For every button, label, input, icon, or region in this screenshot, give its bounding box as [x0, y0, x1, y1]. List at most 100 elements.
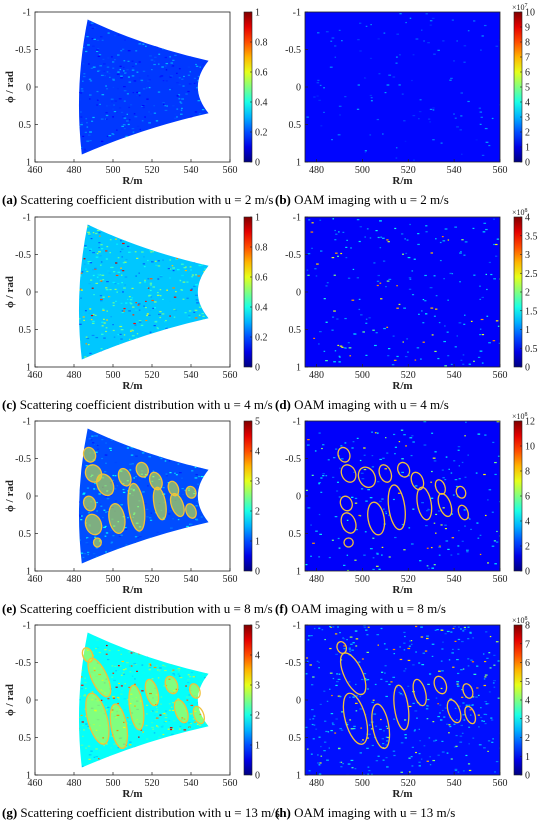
x-axis-label: R/m [122, 788, 142, 800]
colorbar-tick-label: 0 [525, 158, 530, 169]
x-axis-label: R/m [122, 175, 142, 187]
heatmap-background [305, 625, 500, 775]
colorbar [243, 11, 253, 163]
y-axis-label: ϕ / rad [4, 480, 16, 512]
colorbar-tick-label: 1 [255, 213, 260, 224]
colorbar-tick-label: 4 [525, 98, 530, 109]
colorbar-tick-label: 4 [255, 651, 260, 662]
annotation-ellipse-8 [135, 461, 149, 478]
colorbar-tick-label: 0.4 [255, 303, 268, 314]
annotation-ellipse-5 [108, 503, 126, 534]
colorbar-tick-label: 0.5 [525, 344, 538, 355]
annotation-ellipse-10 [152, 486, 167, 521]
colorbar-tick-label: 2 [525, 128, 530, 139]
x-tick-label: 540 [184, 165, 199, 176]
colorbar-tick-label: 7 [525, 639, 530, 650]
colorbar-tick-label: 2 [525, 733, 530, 744]
colorbar-tick-label: 7 [525, 53, 530, 64]
annotation-ellipse-3 [82, 495, 97, 512]
x-tick-label: 540 [184, 574, 199, 585]
x-tick-label: 460 [28, 778, 43, 789]
annotation-ellipse-14 [185, 503, 197, 519]
colorbar-tick-label: 5 [255, 417, 260, 428]
y-tick-label: 0.5 [289, 120, 302, 131]
x-axis-label: R/m [122, 380, 142, 392]
annotation-ellipse-4 [393, 684, 410, 731]
x-tick-label: 560 [223, 574, 238, 585]
colorbar [243, 216, 253, 368]
x-tick-label: 520 [401, 778, 416, 789]
y-tick-label: 1 [296, 771, 301, 782]
x-tick-label: 520 [145, 370, 160, 381]
colorbar-tick-label: 5 [525, 677, 530, 688]
x-tick-label: 480 [67, 370, 82, 381]
y-tick-label: 1 [296, 363, 301, 374]
heatmap-background [305, 12, 500, 162]
y-tick-label: 0 [296, 696, 301, 707]
y-tick-label: -0.5 [15, 658, 31, 669]
colorbar-tick-label: 6 [525, 68, 530, 79]
annotation-ellipse-3 [109, 703, 129, 750]
x-tick-label: 520 [145, 165, 160, 176]
colorbar-tick-label: 2 [525, 542, 530, 553]
x-tick-label: 500 [355, 165, 370, 176]
colorbar-tick-label: 0.8 [255, 243, 268, 254]
heatmap-background [305, 217, 500, 367]
x-tick-label: 500 [106, 778, 121, 789]
colorbar-tick-label: 2.5 [525, 269, 538, 280]
x-tick-label: 540 [447, 165, 462, 176]
heatmap-field [305, 625, 500, 775]
panel-caption: (d) OAM imaging with u = 4 m/s [275, 397, 449, 412]
y-tick-label: 1 [296, 567, 301, 578]
annotation-ellipse-0 [337, 446, 351, 463]
x-tick-label: 500 [106, 574, 121, 585]
colorbar-exponent: ×108 [512, 616, 528, 625]
colorbar-tick-label: 1 [255, 8, 260, 19]
annotation-ellipse-12 [437, 492, 453, 518]
heatmap-field [78, 224, 209, 360]
x-tick-label: 520 [145, 778, 160, 789]
annotation-ellipse-3 [339, 495, 353, 512]
heatmap-field [78, 19, 209, 155]
colorbar-tick-label: 3 [255, 477, 260, 488]
annotation-ellipse-9 [192, 705, 205, 725]
annotation-ellipse-2 [96, 473, 115, 497]
y-tick-label: 1 [26, 158, 31, 169]
x-tick-label: 480 [67, 574, 82, 585]
colorbar-exponent: ×108 [512, 412, 528, 421]
panel-g: 460 480 500 520 540 560 -1 -0.5 0 0.5 1 R/m ϕ / rad 0… [2, 621, 280, 821]
colorbar-tick-label: 2 [255, 711, 260, 722]
colorbar-tick-label: 1 [255, 537, 260, 548]
colorbar-tick-label: 4 [525, 213, 530, 224]
colorbar-tick-label: 0 [255, 567, 260, 578]
colorbar-tick-label: 0 [255, 363, 260, 374]
x-tick-label: 540 [184, 370, 199, 381]
y-tick-label: -0.5 [15, 45, 31, 56]
panel-caption: (e) Scattering coefficient distribution … [2, 601, 273, 616]
colorbar-tick-label: 2 [255, 507, 260, 518]
annotation-ellipse-4 [84, 513, 103, 536]
y-tick-label: 0 [296, 492, 301, 503]
y-tick-label: 1 [26, 771, 31, 782]
heatmap-background [78, 19, 209, 155]
x-tick-label: 560 [493, 370, 508, 381]
colorbar-tick-label: 0.6 [255, 273, 268, 284]
colorbar-tick-label: 1 [255, 741, 260, 752]
annotation-ellipse-13 [455, 485, 467, 499]
annotation-ellipse-7 [378, 464, 393, 483]
colorbar-tick-label: 5 [255, 621, 260, 632]
x-tick-label: 480 [67, 778, 82, 789]
panel-caption: (b) OAM imaging with u = 2 m/s [275, 192, 449, 207]
y-tick-label: 0 [26, 83, 31, 94]
colorbar-tick-label: 3.5 [525, 231, 538, 242]
y-tick-label: 0.5 [19, 120, 32, 131]
colorbar-tick-label: 0 [525, 771, 530, 782]
colorbar-tick-label: 3 [525, 113, 530, 124]
annotation-ellipse-0 [81, 647, 94, 663]
y-tick-label: 0 [26, 696, 31, 707]
y-tick-label: 1 [26, 567, 31, 578]
y-tick-label: -0.5 [285, 250, 301, 261]
y-tick-label: 0 [296, 288, 301, 299]
y-tick-label: -1 [293, 213, 301, 224]
annotation-ellipse-6 [127, 482, 146, 532]
